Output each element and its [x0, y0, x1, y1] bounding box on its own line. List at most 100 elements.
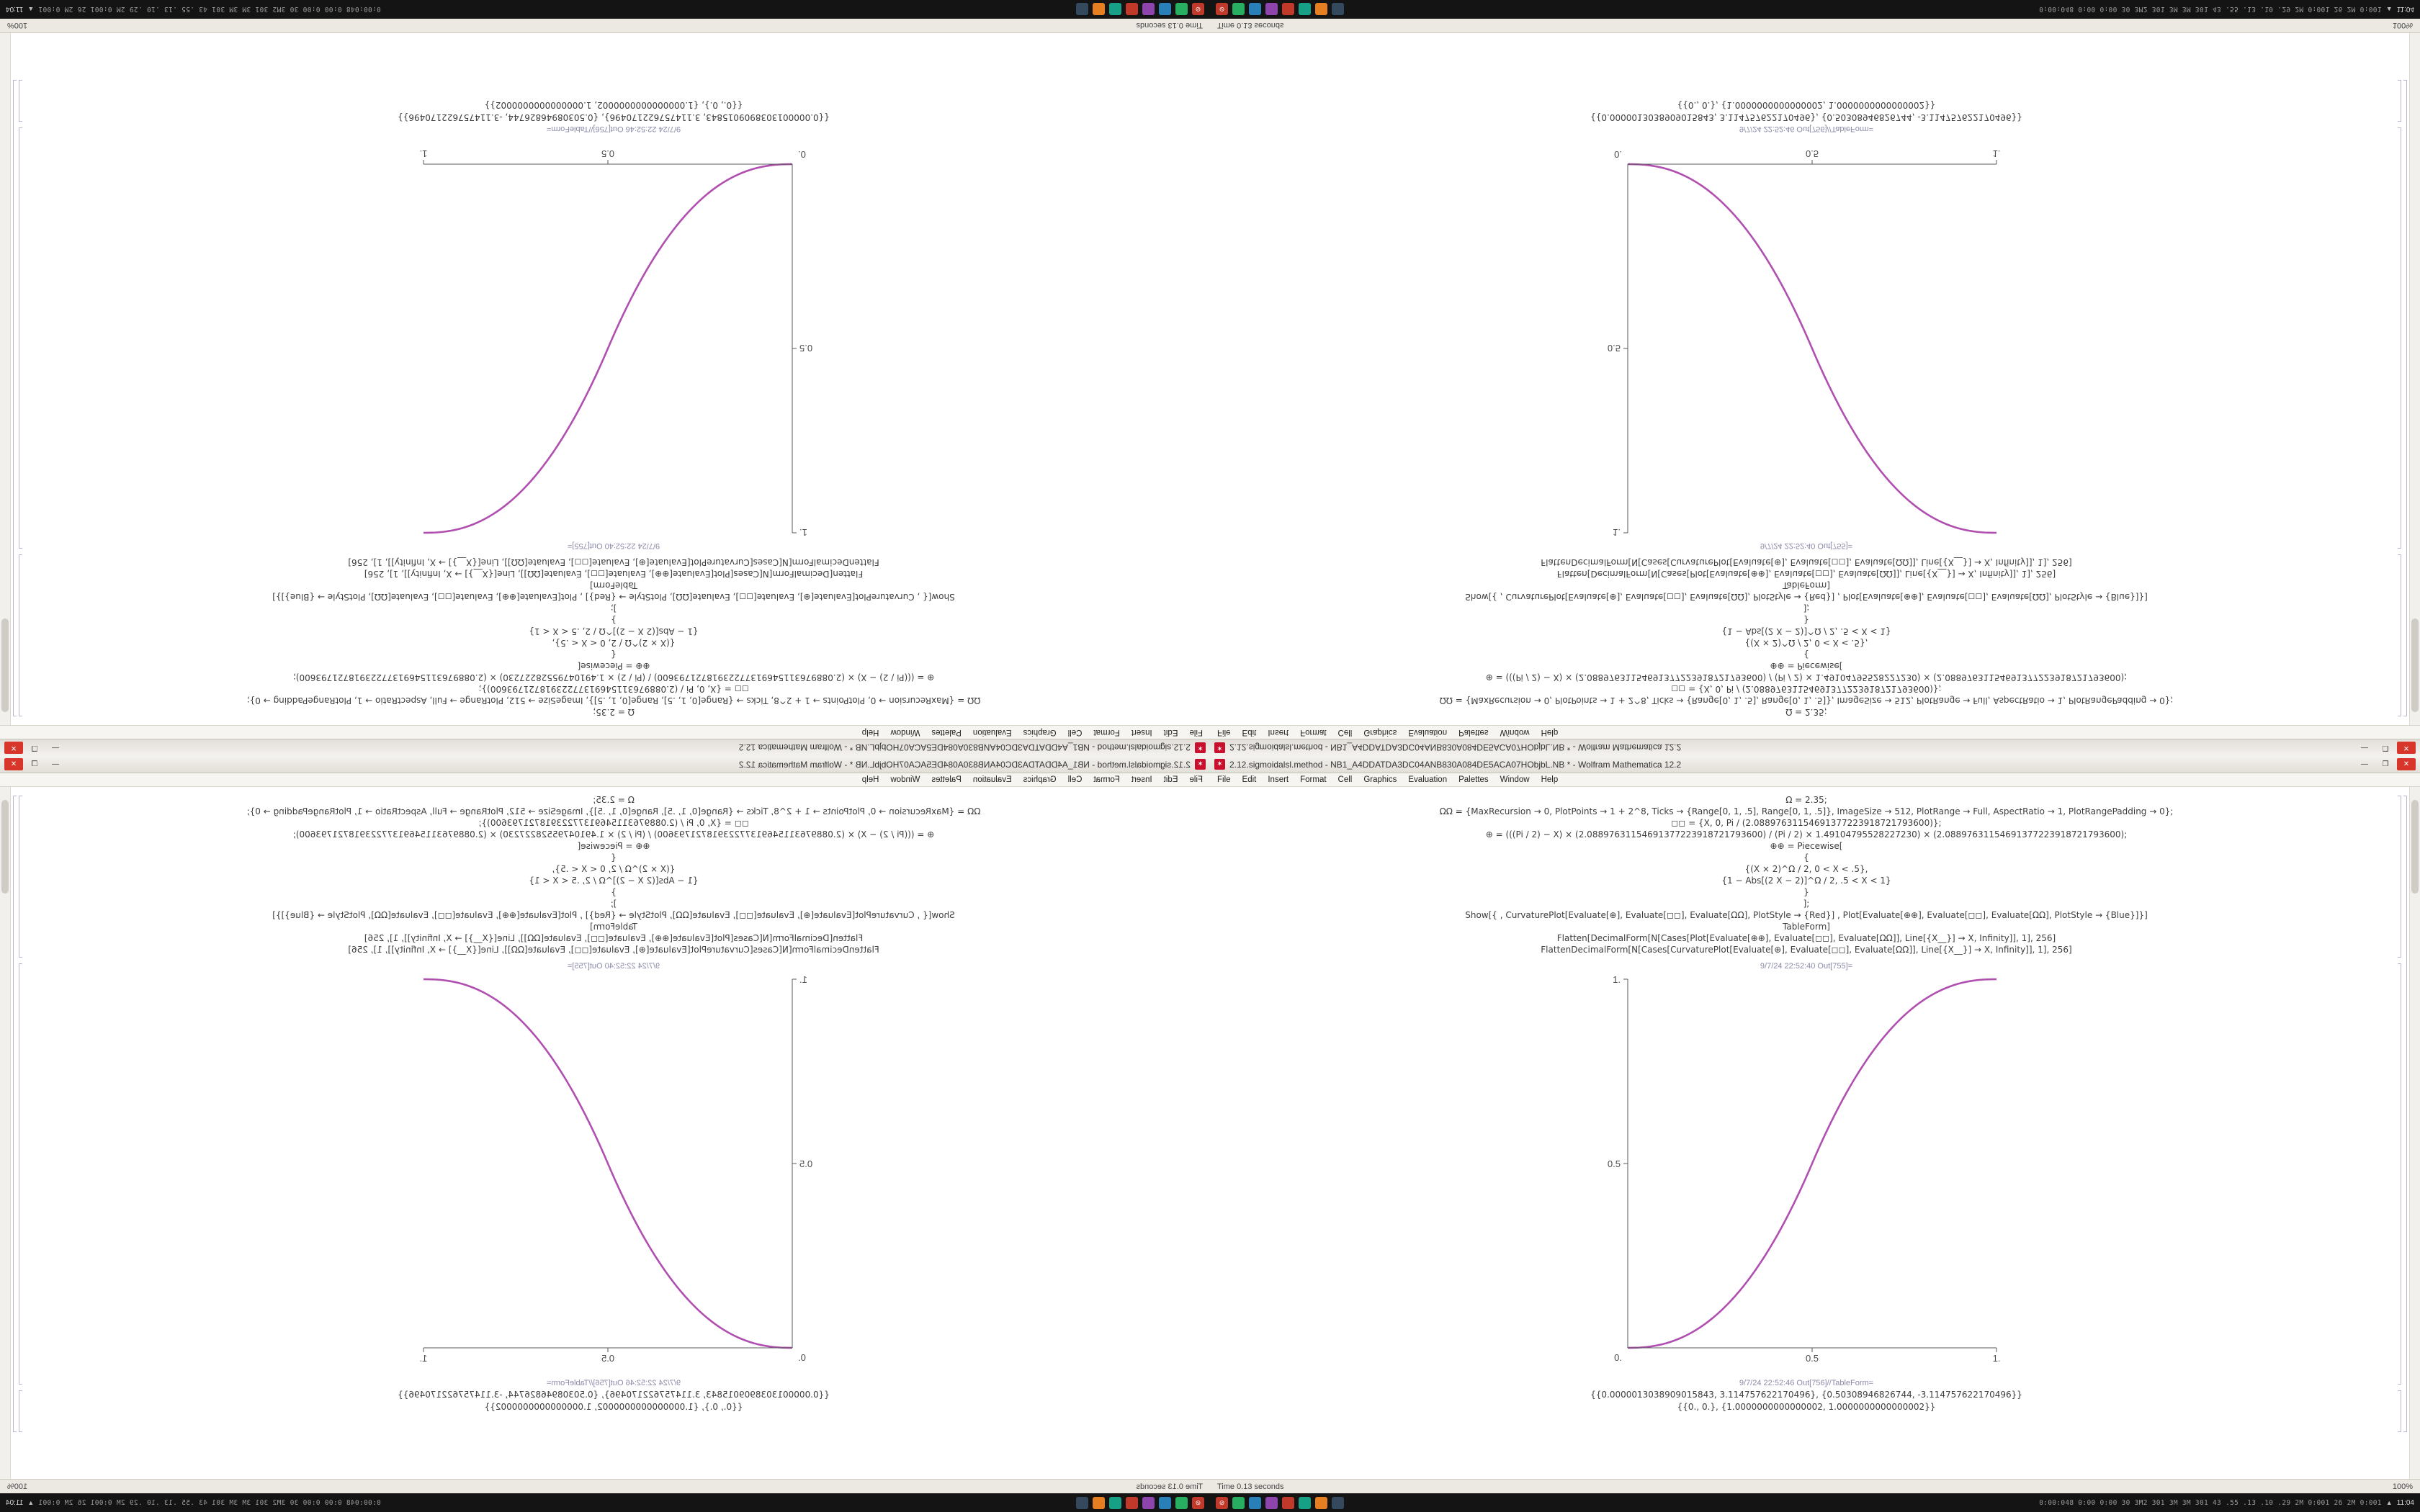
menu-item[interactable]: Window: [1500, 728, 1530, 737]
tray-arrow-icon[interactable]: ▲: [2385, 6, 2393, 13]
code-line[interactable]: ΩΩ = {MaxRecursion → 0, PlotPoints → 1 +…: [1439, 806, 2174, 816]
code-line[interactable]: {: [1803, 852, 1809, 863]
vertical-scrollbar[interactable]: [0, 787, 11, 1479]
code-line[interactable]: ◻◻ = {X, 0, Pi / (2.08897631154691377223…: [1671, 818, 1942, 828]
code-line[interactable]: }: [1803, 887, 1809, 897]
taskbar-clock[interactable]: 11:04: [6, 1498, 24, 1507]
menu-item[interactable]: Edit: [1242, 728, 1257, 737]
code-line[interactable]: {(X × 2)^Ω / 2, 0 < X < .5},: [1744, 638, 1868, 648]
mathematica-icon[interactable]: ✶: [1195, 759, 1206, 770]
cell-group-bracket[interactable]: [2403, 80, 2407, 716]
code-line[interactable]: Ω = 2.35;: [593, 707, 635, 717]
code-line[interactable]: ⊕⊕ = Piecewise[: [577, 841, 650, 851]
cell-bracket[interactable]: [19, 1390, 22, 1432]
menu-item[interactable]: Cell: [1337, 775, 1353, 784]
mail-icon[interactable]: [1142, 1496, 1155, 1509]
code-line[interactable]: ◻◻ = {X, 0, Pi / (2.08897631154691377223…: [478, 684, 749, 694]
cell-group-bracket[interactable]: [13, 80, 17, 716]
code-line[interactable]: Show[{ , CurvaturePlot[Evaluate[⊕], Eval…: [272, 592, 955, 602]
menu-item[interactable]: Edit: [1163, 728, 1178, 737]
cell-bracket[interactable]: [19, 80, 22, 122]
code-line[interactable]: ];: [1803, 899, 1810, 909]
settings-icon[interactable]: [1315, 1496, 1327, 1509]
menu-item[interactable]: File: [1189, 728, 1203, 737]
code-line[interactable]: ⊕ = (((Pi / 2) − X) × (2.088976311546913…: [292, 672, 935, 683]
code-line[interactable]: }: [611, 887, 617, 897]
taskbar-clock[interactable]: 11:04: [2396, 1498, 2414, 1507]
code-line[interactable]: ];: [1803, 603, 1810, 613]
menu-item[interactable]: Palettes: [1458, 728, 1489, 737]
scrollbar-thumb[interactable]: [1, 618, 9, 712]
code-line[interactable]: ⊕ = (((Pi / 2) − X) × (2.088976311546913…: [1485, 672, 2128, 683]
menu-item[interactable]: Graphics: [1023, 728, 1057, 737]
cell-bracket[interactable]: [2398, 80, 2401, 122]
code-line[interactable]: FlattenDecimalForm[N[Cases[CurvaturePlot…: [348, 557, 879, 567]
menu-item[interactable]: Window: [890, 728, 920, 737]
code-cell[interactable]: Ω = 2.35; ΩΩ = {MaxRecursion → 0, PlotPoi…: [1239, 794, 2374, 955]
menu-item[interactable]: File: [1217, 775, 1231, 784]
code-line[interactable]: {1 − Abs[(2 X − 2)]^Ω / 2, .5 < X < 1}: [529, 626, 699, 636]
minimize-button[interactable]: —: [2361, 760, 2368, 768]
files-icon[interactable]: [1159, 1496, 1171, 1509]
code-cell[interactable]: Ω = 2.35; ΩΩ = {MaxRecursion → 0, PlotPoi…: [1239, 557, 2374, 718]
network-icon[interactable]: [1332, 3, 1344, 16]
settings-icon[interactable]: [1093, 1496, 1105, 1509]
cell-bracket[interactable]: [19, 963, 22, 1385]
code-line[interactable]: ΩΩ = {MaxRecursion → 0, PlotPoints → 1 +…: [246, 806, 981, 816]
code-line[interactable]: }: [1803, 615, 1809, 625]
network-icon[interactable]: [1332, 1496, 1344, 1509]
mathematica-icon[interactable]: ✶: [1214, 742, 1225, 753]
menu-item[interactable]: File: [1217, 728, 1231, 737]
code-line[interactable]: ◻◻ = {X, 0, Pi / (2.08897631154691377223…: [1671, 684, 1942, 694]
alert-icon[interactable]: [1126, 3, 1138, 16]
chat-icon[interactable]: [1175, 3, 1188, 16]
code-line[interactable]: ⊕ = (((Pi / 2) − X) × (2.088976311546913…: [292, 829, 935, 840]
code-line[interactable]: Show[{ , CurvaturePlot[Evaluate[⊕], Eval…: [1465, 910, 2148, 920]
chat-icon[interactable]: [1232, 1496, 1245, 1509]
code-line[interactable]: Flatten[DecimalForm[N[Cases[Plot[Evaluat…: [1556, 569, 2056, 579]
menu-item[interactable]: Insert: [1268, 775, 1289, 784]
cell-bracket[interactable]: [19, 554, 22, 716]
chat-icon[interactable]: [1232, 3, 1245, 16]
code-line[interactable]: ◻◻ = {X, 0, Pi / (2.08897631154691377223…: [478, 818, 749, 828]
code-line[interactable]: ⊕⊕ = Piecewise[: [1770, 841, 1843, 851]
mail-icon[interactable]: [1142, 3, 1155, 16]
close-button[interactable]: ✕: [2397, 742, 2416, 754]
record-icon[interactable]: ⊘: [1192, 1496, 1204, 1509]
mail-icon[interactable]: [1265, 3, 1278, 16]
files-icon[interactable]: [1249, 1496, 1261, 1509]
close-button[interactable]: ✕: [2397, 758, 2416, 770]
code-line[interactable]: Flatten[DecimalForm[N[Cases[Plot[Evaluat…: [364, 569, 864, 579]
code-line[interactable]: FlattenDecimalForm[N[Cases[CurvaturePlot…: [348, 945, 879, 955]
minimize-button[interactable]: —: [52, 744, 59, 752]
code-line[interactable]: TableForm]: [590, 580, 637, 590]
maximize-button[interactable]: ❐: [31, 744, 38, 752]
scrollbar-thumb[interactable]: [1, 800, 9, 894]
vertical-scrollbar[interactable]: [0, 33, 11, 725]
menu-item[interactable]: Cell: [1337, 728, 1353, 737]
menu-item[interactable]: Window: [890, 775, 920, 784]
menu-item[interactable]: Insert: [1131, 728, 1152, 737]
cell-bracket[interactable]: [19, 127, 22, 549]
code-line[interactable]: TableForm]: [1783, 580, 1830, 590]
menu-item[interactable]: Graphics: [1363, 728, 1397, 737]
vertical-scrollbar[interactable]: [2409, 787, 2420, 1479]
terminal-icon[interactable]: [1299, 1496, 1311, 1509]
code-line[interactable]: Ω = 2.35;: [593, 795, 635, 805]
taskbar-clock[interactable]: 11:04: [2396, 5, 2414, 14]
menu-item[interactable]: Cell: [1067, 775, 1083, 784]
scrollbar-thumb[interactable]: [2411, 800, 2419, 894]
cell-bracket[interactable]: [2398, 796, 2401, 958]
scrollbar-thumb[interactable]: [2411, 618, 2419, 712]
tray-arrow-icon[interactable]: ▲: [27, 1499, 35, 1506]
code-line[interactable]: {(X × 2)^Ω / 2, 0 < X < .5},: [1744, 864, 1868, 874]
code-line[interactable]: ];: [610, 603, 617, 613]
menu-item[interactable]: Palettes: [931, 775, 962, 784]
settings-icon[interactable]: [1315, 3, 1327, 16]
menu-item[interactable]: Format: [1300, 775, 1327, 784]
code-line[interactable]: FlattenDecimalForm[N[Cases[CurvaturePlot…: [1541, 557, 2072, 567]
menu-item[interactable]: Graphics: [1363, 775, 1397, 784]
code-line[interactable]: FlattenDecimalForm[N[Cases[CurvaturePlot…: [1541, 945, 2072, 955]
code-line[interactable]: Flatten[DecimalForm[N[Cases[Plot[Evaluat…: [1556, 933, 2056, 943]
alert-icon[interactable]: [1282, 1496, 1294, 1509]
